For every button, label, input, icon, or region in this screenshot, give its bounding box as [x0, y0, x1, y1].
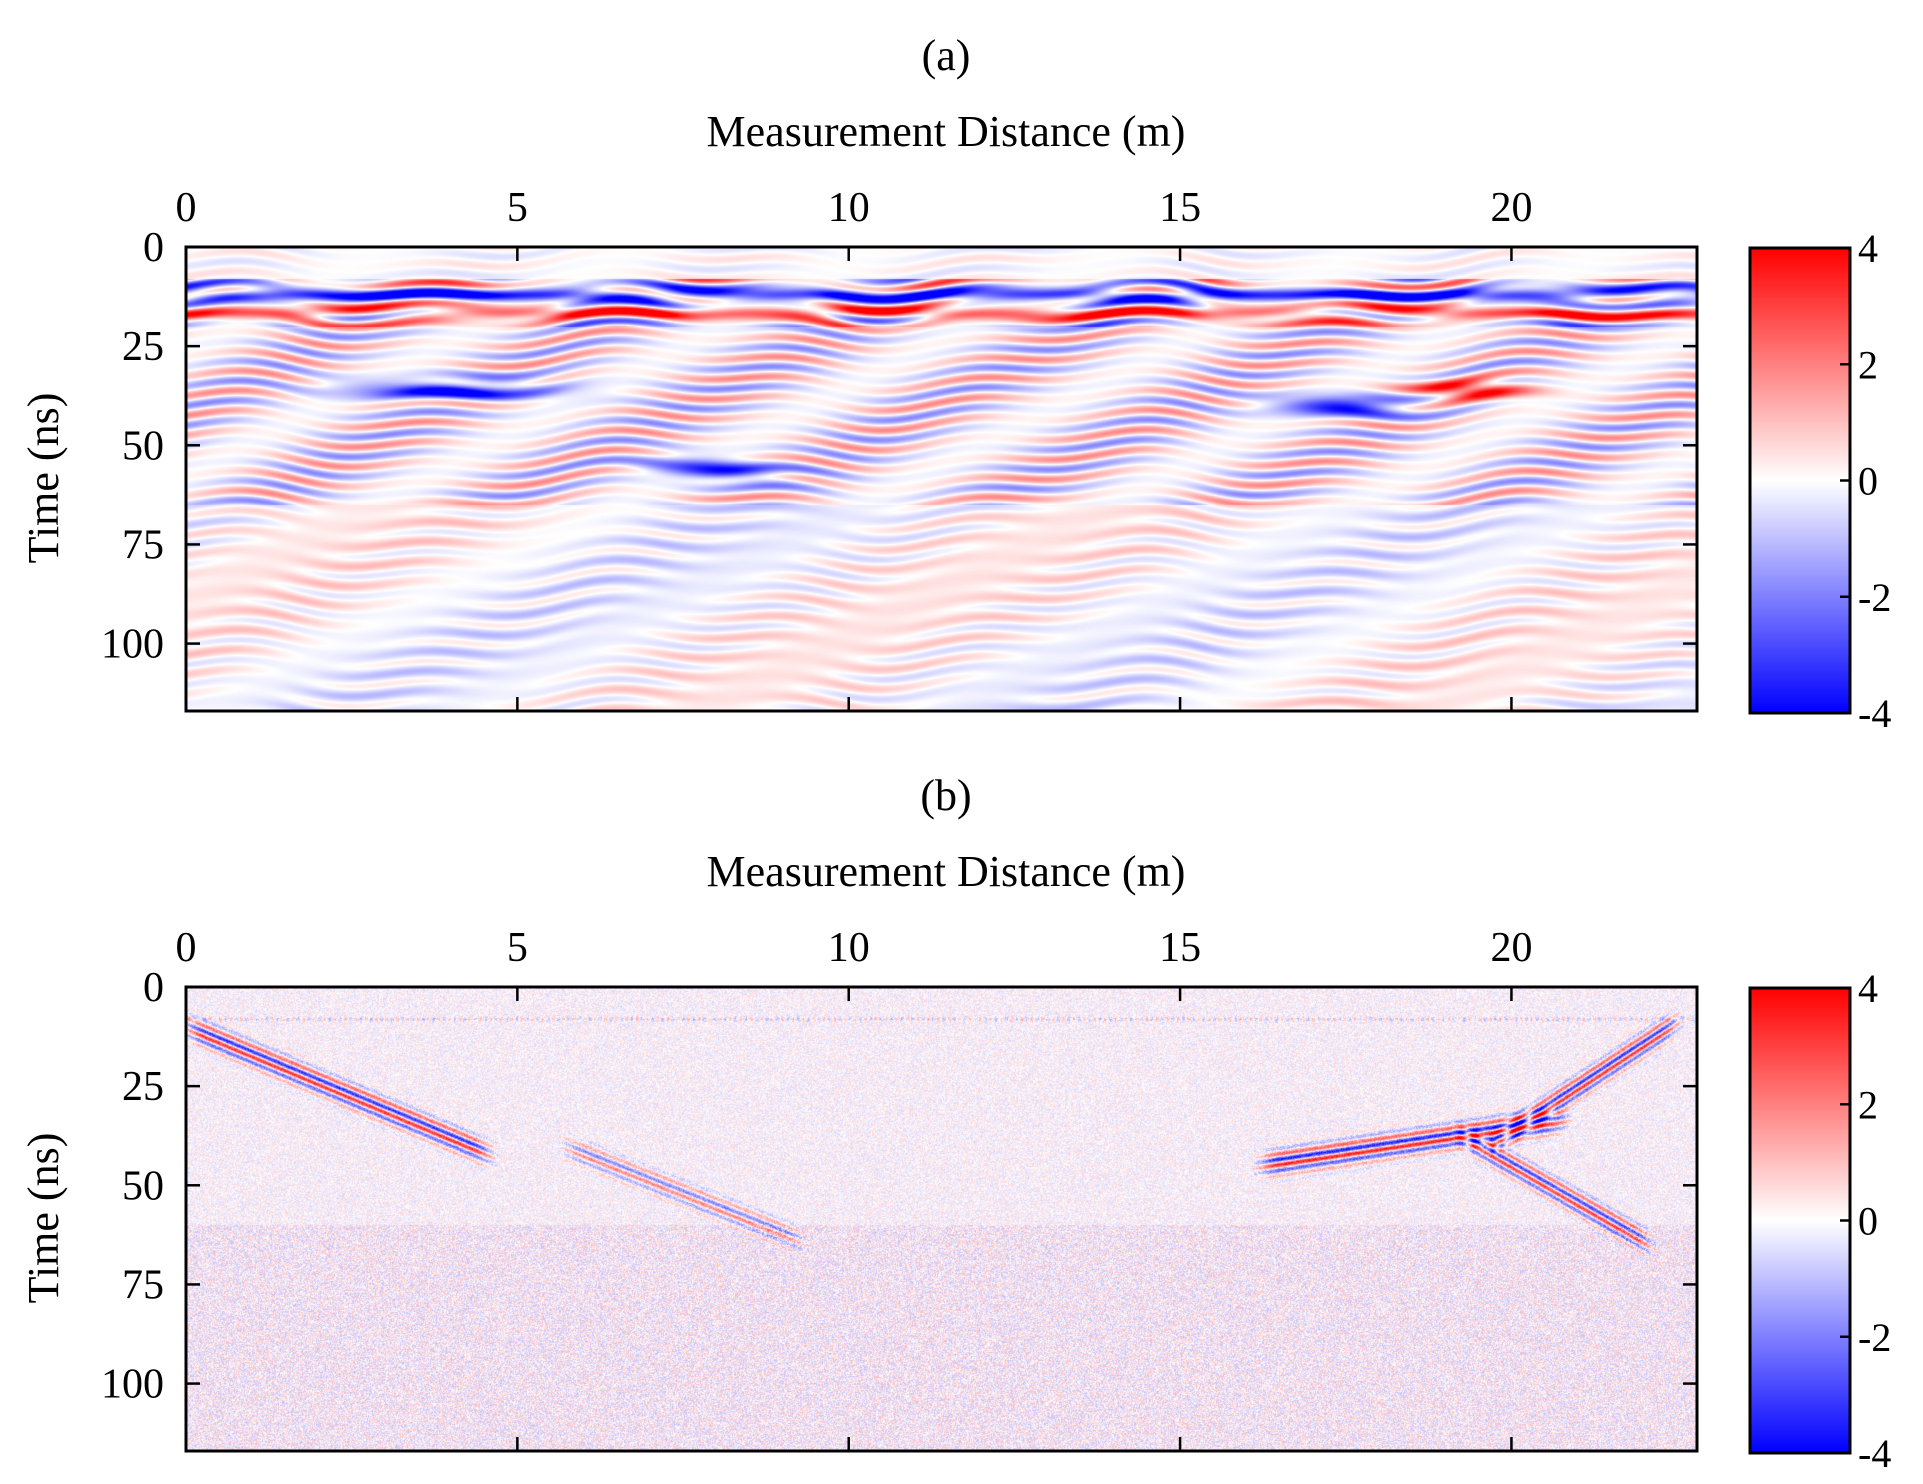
x-tick-label: 15 — [1159, 925, 1201, 971]
panel-a-heatmap-plot — [184, 245, 1699, 713]
panel-b-colorbar-gradient — [1748, 986, 1852, 1455]
colorbar-tick-label: 0 — [1858, 459, 1878, 504]
panel-a-heatmap-canvas — [186, 247, 1697, 711]
panel-a: (a) Measurement Distance (m) Time (ns) 0… — [19, 31, 1891, 736]
colorbar-tick-label: 2 — [1858, 342, 1878, 387]
panel-b-colorbar: 4 2 0 -2 -4 — [1748, 966, 1891, 1476]
panel-b-axis-ticks: 0 5 10 15 20 0 25 50 75 100 — [101, 925, 1697, 1451]
x-tick-label: 5 — [507, 925, 528, 971]
y-tick-label: 0 — [143, 225, 164, 271]
colorbar-tick-label: 4 — [1858, 966, 1878, 1011]
panel-a-colorbar-gradient — [1748, 246, 1852, 715]
y-tick-label: 75 — [122, 1262, 164, 1308]
colorbar-tick-label: -2 — [1858, 1315, 1891, 1360]
colorbar-tick-label: -4 — [1858, 691, 1891, 736]
panel-a-y-axis-title: Time (ns) — [19, 393, 68, 564]
x-tick-label: 20 — [1490, 925, 1532, 971]
panel-b-heatmap-canvas — [186, 987, 1697, 1451]
panel-a-colorbar: 4 2 0 -2 -4 — [1748, 226, 1891, 736]
y-tick-label: 75 — [122, 522, 164, 568]
y-tick-label: 50 — [122, 423, 164, 469]
panel-a-plot-frame — [184, 245, 1699, 713]
y-tick-label: 100 — [101, 622, 164, 668]
x-tick-label: 0 — [176, 925, 197, 971]
y-tick-label: 25 — [122, 1064, 164, 1110]
x-tick-label: 5 — [507, 185, 528, 231]
panel-b-y-axis-title: Time (ns) — [19, 1133, 68, 1304]
x-tick-label: 10 — [828, 925, 870, 971]
x-tick-label: 10 — [828, 185, 870, 231]
y-tick-label: 50 — [122, 1163, 164, 1209]
colorbar-tick-label: 2 — [1858, 1082, 1878, 1127]
panel-b-x-axis-title: Measurement Distance (m) — [707, 847, 1186, 896]
x-tick-label: 0 — [176, 185, 197, 231]
y-tick-label: 25 — [122, 324, 164, 370]
panel-b-heatmap-plot — [184, 985, 1699, 1453]
colorbar-tick-label: 4 — [1858, 226, 1878, 271]
panel-a-axis-ticks: 0 5 10 15 20 0 25 50 75 100 — [101, 185, 1697, 711]
panel-a-colorbar-ticks: 4 2 0 -2 -4 — [1840, 226, 1891, 736]
panel-b: (b) Measurement Distance (m) Time (ns) 0… — [19, 771, 1891, 1476]
panel-a-label: (a) — [922, 31, 971, 80]
panel-b-label: (b) — [920, 771, 971, 820]
panel-b-plot-frame — [184, 985, 1699, 1453]
x-tick-label: 15 — [1159, 185, 1201, 231]
y-tick-label: 100 — [101, 1362, 164, 1408]
panel-a-x-axis-title: Measurement Distance (m) — [707, 107, 1186, 156]
y-tick-label: 0 — [143, 965, 164, 1011]
x-tick-label: 20 — [1490, 185, 1532, 231]
colorbar-tick-label: -2 — [1858, 575, 1891, 620]
colorbar-tick-label: 0 — [1858, 1199, 1878, 1244]
panel-b-colorbar-ticks: 4 2 0 -2 -4 — [1840, 966, 1891, 1476]
colorbar-tick-label: -4 — [1858, 1431, 1891, 1476]
